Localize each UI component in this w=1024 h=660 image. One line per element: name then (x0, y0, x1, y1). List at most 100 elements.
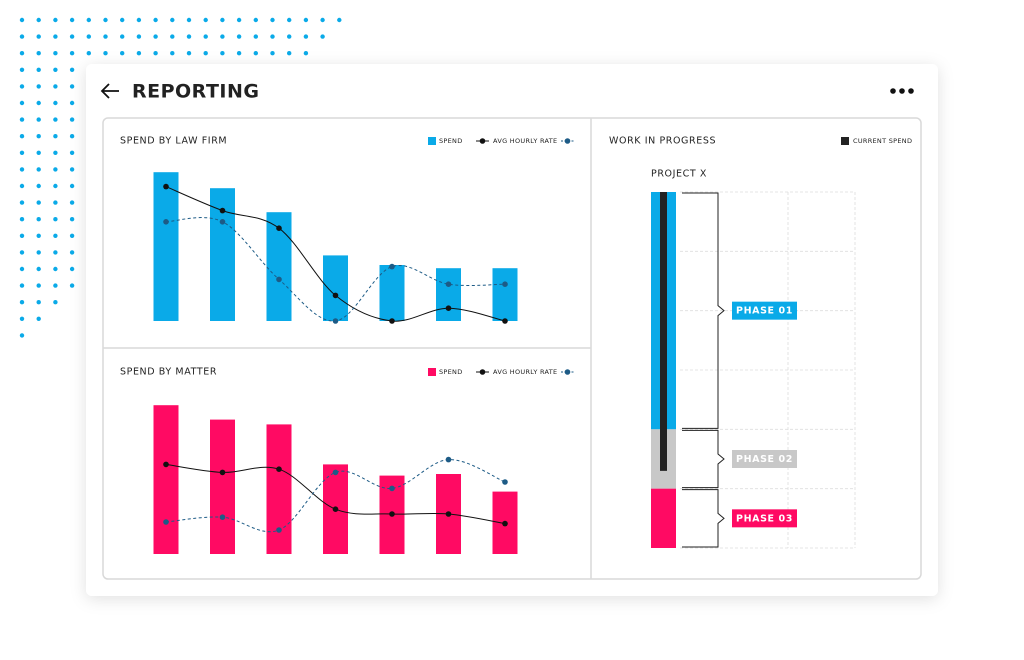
dot (36, 17, 41, 23)
dot (36, 117, 41, 122)
dot (36, 34, 41, 39)
dot (53, 183, 58, 189)
phase-tag (732, 301, 797, 320)
point (445, 456, 452, 463)
point (389, 485, 395, 492)
point (276, 225, 282, 231)
point (276, 466, 282, 473)
dot (320, 17, 325, 23)
dot (53, 117, 58, 122)
dot (69, 51, 75, 56)
legend-dot (479, 138, 486, 144)
dot (153, 17, 158, 23)
dot (19, 167, 25, 172)
dot (36, 51, 41, 56)
dot (136, 34, 142, 39)
dot (287, 51, 292, 56)
bracket (682, 192, 725, 429)
dot (36, 283, 41, 288)
dot (69, 217, 75, 222)
bracket (682, 429, 725, 489)
dot (253, 51, 258, 56)
dot (53, 300, 58, 305)
dot (36, 84, 41, 89)
dot (220, 17, 225, 23)
bar (492, 268, 518, 321)
point (332, 318, 339, 324)
dot (36, 250, 41, 255)
dot (69, 167, 75, 172)
more-menu[interactable] (890, 88, 914, 94)
dot (53, 34, 58, 39)
dot (19, 217, 25, 222)
point (389, 263, 395, 270)
dot (19, 34, 25, 39)
dot (153, 34, 158, 39)
dot (19, 333, 25, 338)
dot (53, 233, 58, 238)
phase-label: PHASE 02 (736, 454, 793, 465)
back-arrow[interactable] (100, 83, 119, 99)
point (502, 479, 508, 485)
point (219, 207, 226, 214)
dot (69, 84, 75, 89)
current-spend-bar (660, 192, 667, 471)
dot (136, 17, 142, 23)
dot (287, 34, 292, 39)
point (502, 318, 508, 324)
dot (203, 34, 208, 39)
point (445, 511, 452, 517)
dot (53, 100, 58, 106)
dot (53, 167, 58, 172)
phase-tag (732, 509, 797, 528)
dot (303, 51, 309, 56)
dot (19, 316, 25, 321)
phase-label: PHASE 01 (736, 306, 793, 317)
dot (36, 100, 41, 106)
dot (120, 17, 125, 23)
dot (270, 17, 275, 23)
dot (186, 51, 192, 56)
point (332, 469, 339, 476)
dot (120, 34, 125, 39)
dot (69, 283, 75, 288)
phase-tag (732, 450, 797, 468)
dot (53, 51, 58, 56)
point (219, 469, 226, 476)
category-label: PROJECT X (651, 169, 707, 180)
dot (19, 100, 25, 106)
dot (53, 17, 58, 23)
bar (379, 265, 405, 321)
dot (337, 17, 342, 23)
legend-dot (564, 138, 571, 144)
dot (136, 51, 142, 56)
point (219, 514, 226, 520)
card (86, 64, 938, 596)
dot (19, 300, 25, 305)
dot (69, 34, 75, 39)
dot (186, 17, 192, 23)
dot (69, 150, 75, 155)
dot (19, 51, 25, 56)
dot (19, 117, 25, 122)
point (163, 219, 169, 225)
dot (36, 183, 41, 189)
legend-swatch (428, 137, 436, 145)
dot (53, 283, 58, 288)
dot (36, 150, 41, 155)
point (445, 305, 452, 312)
dot (103, 34, 108, 39)
dot (36, 217, 41, 222)
dot (220, 51, 225, 56)
dot (19, 17, 25, 23)
dot (36, 300, 41, 305)
point (163, 519, 169, 525)
dot (170, 17, 175, 23)
dot (203, 17, 208, 23)
point (332, 292, 339, 299)
dot (203, 51, 208, 56)
dot (320, 34, 325, 39)
dot (86, 17, 92, 23)
dot (236, 51, 242, 56)
